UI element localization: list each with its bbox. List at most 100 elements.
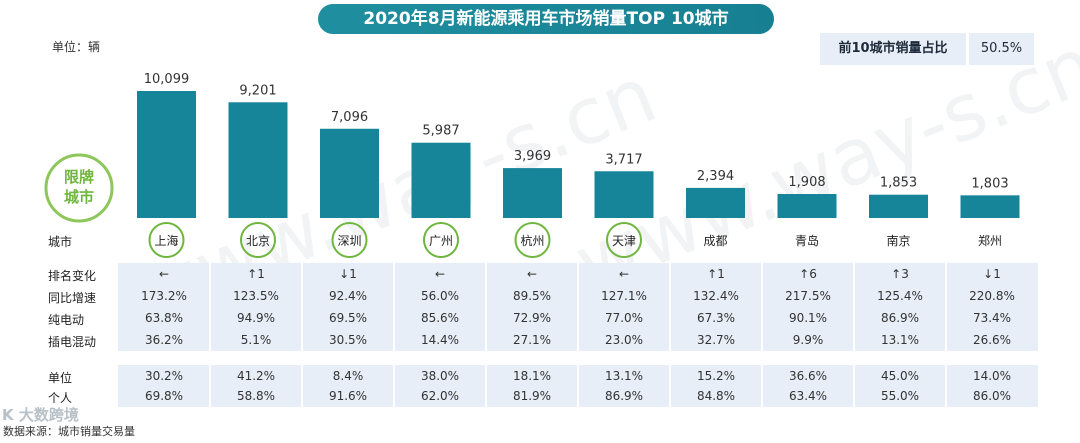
bar-青岛 — [777, 194, 837, 218]
table-cell-personal: 91.6% — [328, 389, 368, 403]
table-cell-rank_change: ← — [158, 267, 170, 281]
city-label: 上海 — [154, 233, 178, 248]
table-cell-rank_change: ↓1 — [983, 267, 1001, 281]
table-cell-org: 45.0% — [880, 369, 920, 383]
license-plate-city-ring-icon — [606, 222, 642, 258]
table-column-divider — [945, 263, 947, 351]
table-cell-personal: 86.9% — [604, 389, 644, 403]
logo: K 大数跨境 — [2, 406, 79, 424]
table-cell-bev: 72.9% — [512, 311, 552, 325]
bar-广州 — [411, 142, 471, 218]
table-cell-bev: 73.4% — [972, 311, 1012, 325]
city-label: 北京 — [246, 234, 270, 248]
table-cell-rank_change: ↑1 — [707, 267, 725, 281]
table-cell-phev: 9.9% — [792, 333, 824, 347]
bar-上海 — [137, 91, 196, 218]
license-plate-city-ring-icon — [423, 222, 459, 258]
license-plate-city-ring-icon — [331, 222, 368, 258]
table-cell-yoy: 123.5% — [233, 289, 279, 303]
license-plate-badge: 限牌 城市 — [44, 153, 114, 223]
bar-成都 — [686, 187, 745, 218]
table-column-divider — [945, 365, 947, 407]
table-column-divider — [761, 365, 763, 407]
table-cell-bev: 69.5% — [328, 311, 368, 325]
table-cell-personal: 58.8% — [236, 389, 276, 403]
table-cell-yoy: 217.5% — [785, 289, 831, 303]
city-label: 深圳 — [337, 234, 361, 248]
table-cell-org: 36.6% — [788, 369, 828, 383]
table-column-divider — [761, 263, 763, 351]
license-plate-label-1: 限牌 — [64, 168, 94, 186]
table-cell-yoy: 56.0% — [420, 289, 460, 303]
table-cell-org: 18.1% — [512, 369, 552, 383]
bar-value-label: 9,201 — [239, 83, 276, 98]
table-cell-rank_change: ↓1 — [339, 267, 357, 281]
bar-value-label: 5,987 — [422, 124, 459, 139]
license-plate-city-ring-icon — [514, 222, 551, 258]
table-cell-rank_change: ← — [618, 267, 630, 281]
table-cell-org: 13.1% — [604, 369, 644, 383]
table-cell-org: 8.4% — [332, 369, 364, 383]
city-label: 南京 — [886, 233, 910, 248]
table-column-divider — [853, 365, 855, 407]
table-cell-personal: 55.0% — [880, 389, 920, 403]
city-label: 成都 — [703, 234, 727, 248]
table-column-divider — [209, 263, 211, 351]
table-column-divider — [669, 365, 671, 407]
table-cell-org: 15.2% — [696, 369, 736, 383]
bar-value-label: 3,717 — [605, 152, 642, 167]
source-note: 数据来源：城市销量交易量 — [3, 425, 135, 438]
table-cell-phev: 26.6% — [972, 333, 1012, 347]
table-cell-personal: 81.9% — [512, 389, 552, 403]
bar-value-label: 1,908 — [788, 175, 825, 190]
share-divider — [966, 33, 969, 65]
bar-深圳 — [320, 128, 379, 218]
table-column-divider — [577, 365, 579, 407]
bar-value-label: 1,853 — [880, 176, 917, 191]
city-label: 天津 — [612, 234, 636, 248]
table-cell-phev: 36.2% — [144, 333, 184, 347]
table-column-divider — [209, 365, 211, 407]
table-column-divider — [301, 263, 303, 351]
license-plate-circle-icon — [44, 153, 114, 223]
share-label: 前10城市销量占比 — [838, 41, 948, 56]
table-cell-rank_change: ↑1 — [247, 267, 265, 281]
row-label-org: 单位 — [48, 371, 73, 385]
table-cell-yoy: 132.4% — [693, 289, 739, 303]
table-cell-org: 30.2% — [144, 369, 184, 383]
city-label: 郑州 — [978, 233, 1002, 248]
row-label-city: 城市 — [48, 235, 73, 249]
table-cell-personal: 84.8% — [696, 389, 736, 403]
row-label-bev: 纯电动 — [48, 313, 85, 327]
bar-杭州 — [503, 168, 562, 218]
table-cell-phev: 14.4% — [420, 333, 460, 347]
row-label-phev: 插电混动 — [48, 335, 97, 349]
bar-value-label: 10,099 — [144, 72, 190, 87]
bar-北京 — [228, 102, 288, 218]
table-cell-bev: 86.9% — [880, 311, 920, 325]
table-cell-phev: 23.0% — [604, 333, 644, 347]
city-label: 青岛 — [795, 233, 819, 248]
table-cell-yoy: 89.5% — [512, 289, 552, 303]
unit-label: 单位：辆 — [52, 40, 101, 54]
city-label: 杭州 — [520, 233, 544, 248]
table-cell-rank_change: ← — [434, 267, 446, 281]
table-column-divider — [577, 263, 579, 351]
table-cell-yoy: 173.2% — [141, 289, 187, 303]
table-cell-org: 38.0% — [420, 369, 460, 383]
table-column-divider — [485, 365, 487, 407]
row-label-rank-change: 排名变化 — [48, 269, 97, 283]
bar-value-label: 3,969 — [514, 149, 551, 164]
table-cell-bev: 67.3% — [696, 311, 736, 325]
table-cell-personal: 86.0% — [972, 389, 1012, 403]
table-cell-phev: 32.7% — [696, 333, 736, 347]
table-column-divider — [485, 263, 487, 351]
table-cell-bev: 63.8% — [144, 311, 184, 325]
chart-title: 2020年8月新能源乘用车市场销量TOP 10城市 — [318, 4, 774, 34]
bar-郑州 — [960, 195, 1020, 218]
license-plate-city-ring-icon — [148, 222, 185, 258]
table-cell-phev: 5.1% — [240, 333, 272, 347]
share-value: 50.5% — [980, 41, 1023, 56]
table-cell-rank_change: ↑3 — [891, 267, 909, 281]
